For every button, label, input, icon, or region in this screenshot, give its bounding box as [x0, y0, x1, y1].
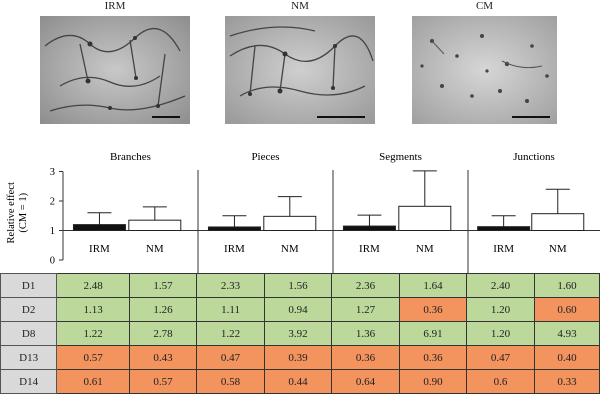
table-cell: 0.36: [331, 345, 400, 370]
category-label: IRM: [224, 243, 245, 255]
table-cell: 0.58: [196, 369, 266, 394]
table-cell: 0.90: [398, 369, 467, 394]
bar-irm: [72, 224, 126, 231]
image-label-nm: NM: [291, 0, 309, 12]
bar-nm: [128, 219, 182, 232]
group-title-branches: Branches: [110, 151, 151, 163]
category-label: IRM: [89, 243, 110, 255]
table-cell: 2.48: [56, 273, 131, 298]
table-cell: 0.60: [533, 297, 600, 322]
microscopy-image-irm: [40, 16, 190, 124]
group-title-segments: Segments: [379, 151, 422, 163]
image-label-irm: IRM: [104, 0, 126, 12]
bar-irm: [342, 225, 396, 231]
y-axis-label-line: (CM = 1): [18, 192, 29, 232]
table-cell: 0.6: [465, 369, 535, 394]
microscopy-image-nm: [225, 16, 375, 124]
table-cell: 1.60: [533, 273, 600, 298]
category-label: NM: [146, 243, 164, 255]
table-cell: 0.36: [398, 297, 467, 322]
y-tick-label: 0: [50, 256, 55, 267]
table-cell: 0.64: [331, 369, 400, 394]
microscopy-image-irm-graphic: [40, 16, 190, 124]
row-label: D2: [0, 297, 58, 322]
table-cell: 2.40: [465, 273, 535, 298]
table-row: D2 1.13 1.26 1.11 0.94 1.27 0.36 1.20 0.60: [0, 297, 600, 322]
category-label: IRM: [493, 243, 514, 255]
table-cell: 0.40: [533, 345, 600, 370]
category-label: NM: [416, 243, 434, 255]
table-row: D1 2.48 1.57 2.33 1.56 2.36 1.64 2.40 1.60: [0, 273, 600, 298]
table-cell: 0.47: [196, 345, 266, 370]
table-cell: 0.61: [56, 369, 131, 394]
microscopy-image-nm-graphic: [225, 16, 375, 124]
table-cell: 2.78: [129, 321, 198, 346]
table-cell: 0.36: [398, 345, 467, 370]
microscopy-image-cm: [412, 16, 557, 124]
table-cell: 1.11: [196, 297, 266, 322]
table-cell: 0.94: [264, 297, 332, 322]
bar-irm: [207, 226, 261, 231]
y-tick-label: 3: [50, 167, 55, 178]
bar-nm: [398, 205, 452, 231]
table-cell: 1.22: [56, 321, 131, 346]
microscopy-image-cm-graphic: [412, 16, 557, 124]
row-label: D13: [0, 345, 58, 370]
row-label: D1: [0, 273, 58, 298]
table-cell: 1.64: [398, 273, 467, 298]
table-cell: 1.26: [129, 297, 198, 322]
category-label: NM: [281, 243, 299, 255]
category-label: NM: [549, 243, 567, 255]
table-cell: 3.92: [264, 321, 332, 346]
table-cell: 0.33: [533, 369, 600, 394]
table-cell: 1.57: [129, 273, 198, 298]
table-row: D13 0.57 0.43 0.47 0.39 0.36 0.36 0.47 0.40: [0, 345, 600, 370]
row-label: D8: [0, 321, 58, 346]
category-label: IRM: [359, 243, 380, 255]
table-row: D14 0.61 0.57 0.58 0.44 0.64 0.90 0.6 0.33: [0, 369, 600, 394]
table-cell: 1.36: [331, 321, 400, 346]
table-cell: 6.91: [398, 321, 467, 346]
y-tick-label: 2: [50, 197, 55, 208]
table-cell: 0.57: [56, 345, 131, 370]
table-cell: 2.33: [196, 273, 266, 298]
bar-irm: [477, 226, 531, 232]
bar-nm: [263, 215, 317, 231]
table-cell: 1.20: [465, 321, 535, 346]
table-cell: 1.13: [56, 297, 131, 322]
table-row: D8 1.22 2.78 1.22 3.92 1.36 6.91 1.20 4.93: [0, 321, 600, 346]
table-cell: 0.44: [264, 369, 332, 394]
image-label-cm: CM: [475, 0, 494, 12]
table-cell: 0.47: [465, 345, 535, 370]
row-label: D14: [0, 369, 58, 394]
y-tick-label: 1: [50, 226, 55, 237]
table-cell: 0.39: [264, 345, 332, 370]
table-cell: 1.27: [331, 297, 400, 322]
relative-effect-chart: Relative effect (CM = 1) 0 1 2 3 Branches IRM NM…: [6, 151, 600, 273]
table-cell: 0.43: [129, 345, 198, 370]
y-axis-label-line: Relative effect: [6, 182, 17, 243]
results-table: D1 2.48 1.57 2.33 1.56 2.36 1.64 2.40 1.60 D2 1.13…: [0, 273, 600, 394]
table-cell: 0.57: [129, 369, 198, 394]
table-cell: 2.36: [331, 273, 400, 298]
table-cell: 1.56: [264, 273, 332, 298]
group-title-junctions: Junctions: [513, 151, 555, 163]
table-cell: 4.93: [533, 321, 600, 346]
group-title-pieces: Pieces: [251, 151, 279, 163]
bar-nm: [531, 213, 585, 231]
table-cell: 1.20: [465, 297, 535, 322]
table-cell: 1.22: [196, 321, 266, 346]
